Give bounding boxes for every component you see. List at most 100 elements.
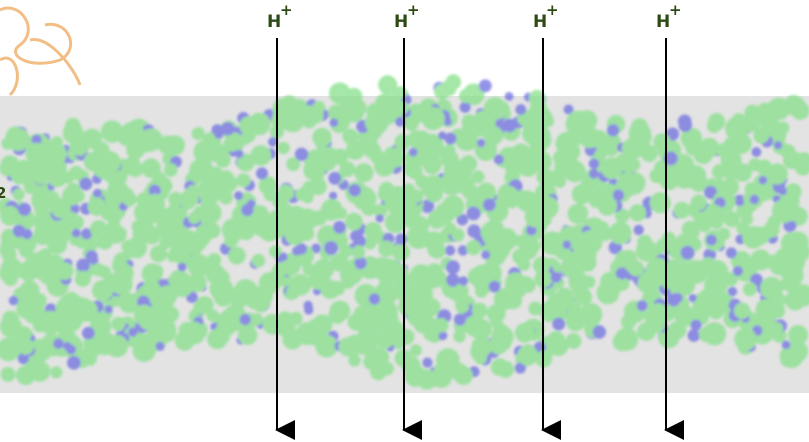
carbon-atom: [344, 334, 366, 355]
carbon-atom: [87, 197, 107, 216]
nitrogen-atom: [268, 137, 278, 147]
carbon-atom: [755, 299, 777, 321]
carbon-atom: [614, 208, 630, 223]
nitrogen-atom: [514, 362, 526, 374]
nitrogen-atom: [459, 101, 471, 113]
carbon-atom: [250, 313, 264, 326]
carbon-atom: [284, 224, 306, 246]
nitrogen-atom: [395, 116, 405, 127]
nitrogen-atom: [612, 189, 625, 201]
carbon-atom: [150, 315, 166, 330]
carbon-atom: [687, 173, 701, 188]
carbon-atom: [104, 191, 121, 208]
proton-arrows: H+H+H+H+: [267, 1, 684, 440]
carbon-atom: [199, 299, 212, 313]
carbon-atom: [258, 272, 281, 295]
carbon-atom: [345, 212, 363, 231]
carbon-atom: [395, 101, 409, 115]
carbon-atom: [363, 308, 387, 332]
carbon-atom: [742, 226, 765, 249]
carbon-atom: [608, 221, 632, 245]
carbon-atom: [127, 160, 144, 178]
carbon-atom: [210, 144, 230, 164]
proton-charge: +: [280, 1, 293, 19]
carbon-atom: [394, 134, 411, 151]
carbon-atom: [513, 190, 531, 207]
nitrogen-atom: [466, 206, 481, 221]
carbon-atom: [717, 227, 731, 241]
carbon-atom: [785, 183, 802, 200]
carbon-atom: [427, 243, 442, 258]
carbon-atom: [370, 363, 387, 381]
nitrogen-atom: [85, 250, 98, 263]
nitrogen-atom: [690, 319, 702, 331]
carbon-atom: [734, 328, 757, 351]
carbon-atom: [188, 211, 201, 224]
nitrogen-atom: [733, 194, 746, 206]
carbon-atom: [497, 185, 520, 208]
nitrogen-atom: [504, 92, 514, 101]
nitrogen-atom: [488, 280, 501, 293]
carbon-atom: [733, 163, 752, 182]
carbon-atom: [89, 220, 108, 238]
carbon-atom: [382, 320, 406, 343]
carbon-atom: [428, 175, 442, 189]
carbon-atom: [409, 344, 422, 357]
carbon-atom: [427, 210, 447, 229]
carbon-atom: [434, 83, 450, 100]
carbon-atom: [72, 300, 91, 319]
carbon-atom: [150, 245, 168, 263]
nitrogen-atom: [239, 313, 251, 326]
nitrogen-atom: [221, 121, 235, 136]
carbon-atom: [683, 260, 708, 284]
carbon-atom: [81, 128, 103, 149]
carbon-atom: [514, 235, 527, 248]
nitrogen-atom: [727, 286, 738, 297]
carbon-atom: [472, 110, 496, 134]
carbon-atom: [207, 328, 228, 350]
nitrogen-atom: [592, 325, 606, 339]
carbon-atom: [31, 167, 49, 185]
carbon-atom: [256, 296, 271, 310]
carbon-atom: [191, 127, 205, 141]
carbon-atom: [218, 190, 233, 205]
carbon-atom: [486, 304, 506, 323]
carbon-atom: [707, 113, 726, 131]
carbon-atom: [140, 128, 163, 152]
nitrogen-atom: [8, 295, 19, 306]
carbon-atom: [0, 155, 20, 175]
carbon-atom: [236, 153, 255, 172]
carbon-atom: [375, 93, 397, 115]
nitrogen-atom: [457, 245, 469, 256]
nitrogen-atom: [478, 79, 492, 93]
nitrogen-atom: [128, 327, 138, 337]
nitrogen-atom: [256, 167, 268, 180]
carbon-atom: [421, 107, 445, 131]
carbon-atom: [363, 236, 377, 250]
carbon-atom: [774, 257, 793, 276]
nitrogen-atom: [458, 276, 468, 286]
carbon-atom: [494, 329, 512, 347]
carbon-atom: [339, 161, 356, 178]
carbon-atom: [512, 248, 529, 265]
carbon-atom: [548, 336, 569, 356]
carbon-atom: [49, 159, 67, 177]
nitrogen-atom: [633, 224, 644, 236]
carbon-atom: [182, 321, 206, 345]
nitrogen-atom: [278, 252, 288, 262]
carbon-atom: [567, 203, 588, 224]
carbon-atom: [555, 131, 579, 156]
carbon-atom: [105, 334, 129, 358]
carbon-atom: [686, 225, 700, 240]
carbon-atom: [168, 191, 184, 207]
carbon-atom: [724, 211, 740, 228]
carbon-atom: [647, 308, 664, 326]
carbon-atom: [181, 237, 200, 256]
carbon-atom: [492, 101, 510, 119]
carbon-atom: [791, 284, 809, 307]
carbon-atom: [577, 276, 591, 291]
nitrogen-atom: [456, 214, 469, 226]
carbon-atom: [784, 340, 808, 363]
carbon-atom: [471, 336, 493, 358]
carbon-atom: [50, 136, 64, 149]
